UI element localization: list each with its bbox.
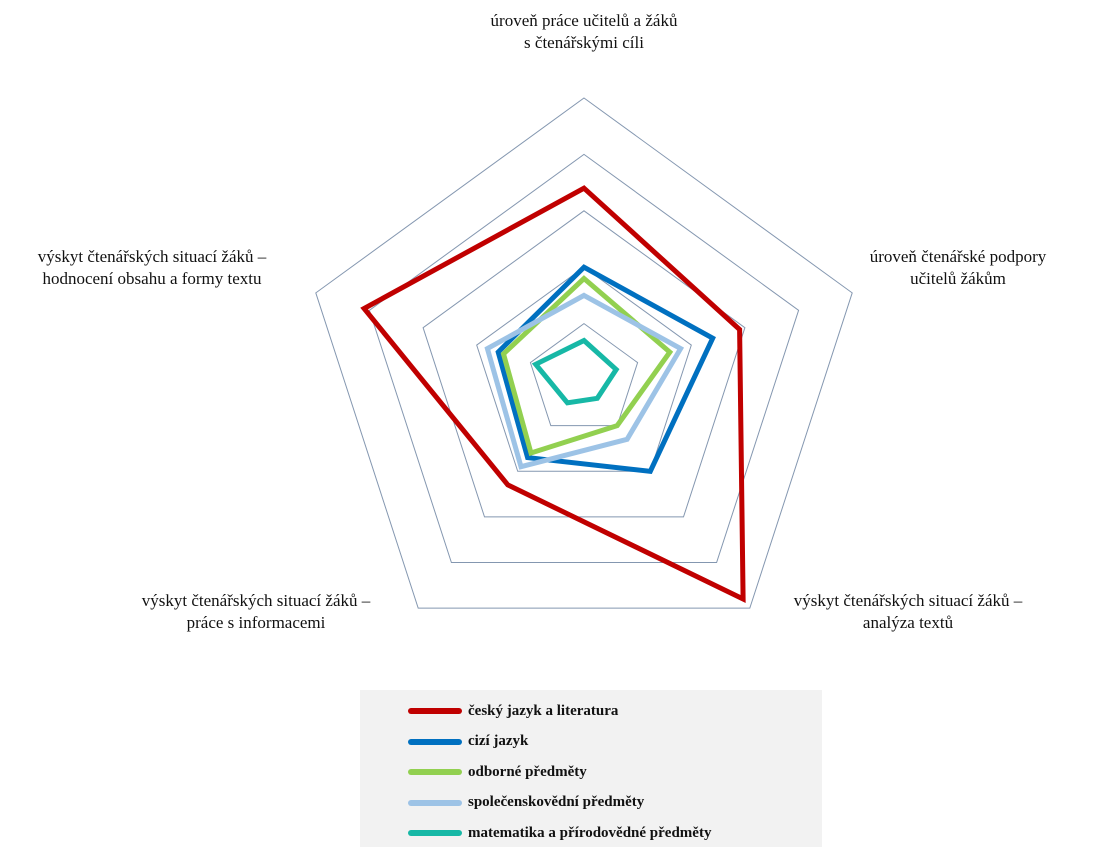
radar-chart: úroveň práce učitelů a žáků s čtenářskými… (38, 11, 1047, 632)
legend-label: společenskovědní předměty (468, 794, 645, 811)
axis-label-line: hodnocení obsahu a formy textu (42, 269, 262, 288)
legend-swatch-matematika (408, 830, 462, 837)
series-line-1 (495, 264, 716, 474)
series-line-4 (531, 337, 620, 406)
axis-label-line: úroveň práce učitelů a žáků (491, 11, 678, 30)
axis-label-line: výskyt čtenářských situací žáků – (38, 247, 267, 266)
legend-swatch-odborne (408, 769, 462, 776)
axis-label-2: výskyt čtenářských situací žáků – analýza… (794, 591, 1023, 632)
legend-item: český jazyk a literatura (408, 696, 822, 727)
legend-label: český jazyk a literatura (468, 702, 619, 719)
axis-label-line: práce s informacemi (187, 613, 326, 632)
legend-label: matematika a přírodovědné předměty (468, 824, 712, 841)
grid-ring (315, 97, 853, 609)
legend-label: cizí jazyk (468, 733, 529, 750)
legend-item: odborné předměty (408, 757, 822, 788)
series-line-2 (500, 275, 674, 457)
axis-label-line: výskyt čtenářských situací žáků – (142, 591, 371, 610)
axis-label-1: úroveň čtenářské podpory učitelů žákům (870, 247, 1047, 288)
grid-ring (368, 153, 800, 563)
series-line-3 (484, 292, 685, 470)
legend-item: společenskovědní předměty (408, 788, 822, 819)
legend-item: matematika a přírodovědné předměty (408, 818, 822, 849)
axis-label-line: výskyt čtenářských situací žáků – (794, 591, 1023, 610)
series-line-0 (360, 185, 746, 604)
grid-ring (476, 266, 692, 472)
axis-label-line: analýza textů (863, 613, 954, 632)
axis-label-4: výskyt čtenářských situací žáků – hodnoce… (38, 247, 267, 288)
radar-series (360, 185, 746, 604)
axis-label-line: s čtenářskými cíli (524, 33, 644, 52)
axis-label-line: úroveň čtenářské podpory (870, 247, 1047, 266)
legend-item: cizí jazyk (408, 727, 822, 758)
legend-swatch-cesky (408, 708, 462, 715)
legend-swatch-cizi (408, 738, 462, 745)
grid-ring (529, 322, 639, 427)
radar-grid (315, 97, 853, 609)
legend-label: odborné předměty (468, 763, 587, 780)
axis-labels: úroveň práce učitelů a žáků s čtenářskými… (38, 11, 1047, 632)
axis-label-0: úroveň práce učitelů a žáků s čtenářskými… (491, 11, 678, 52)
legend: český jazyk a literatura cizí jazyk odbo… (360, 690, 822, 847)
axis-label-3: výskyt čtenářských situací žáků – práce s… (142, 591, 371, 632)
axis-label-line: učitelů žákům (910, 269, 1006, 288)
legend-swatch-spolecenske (408, 799, 462, 806)
